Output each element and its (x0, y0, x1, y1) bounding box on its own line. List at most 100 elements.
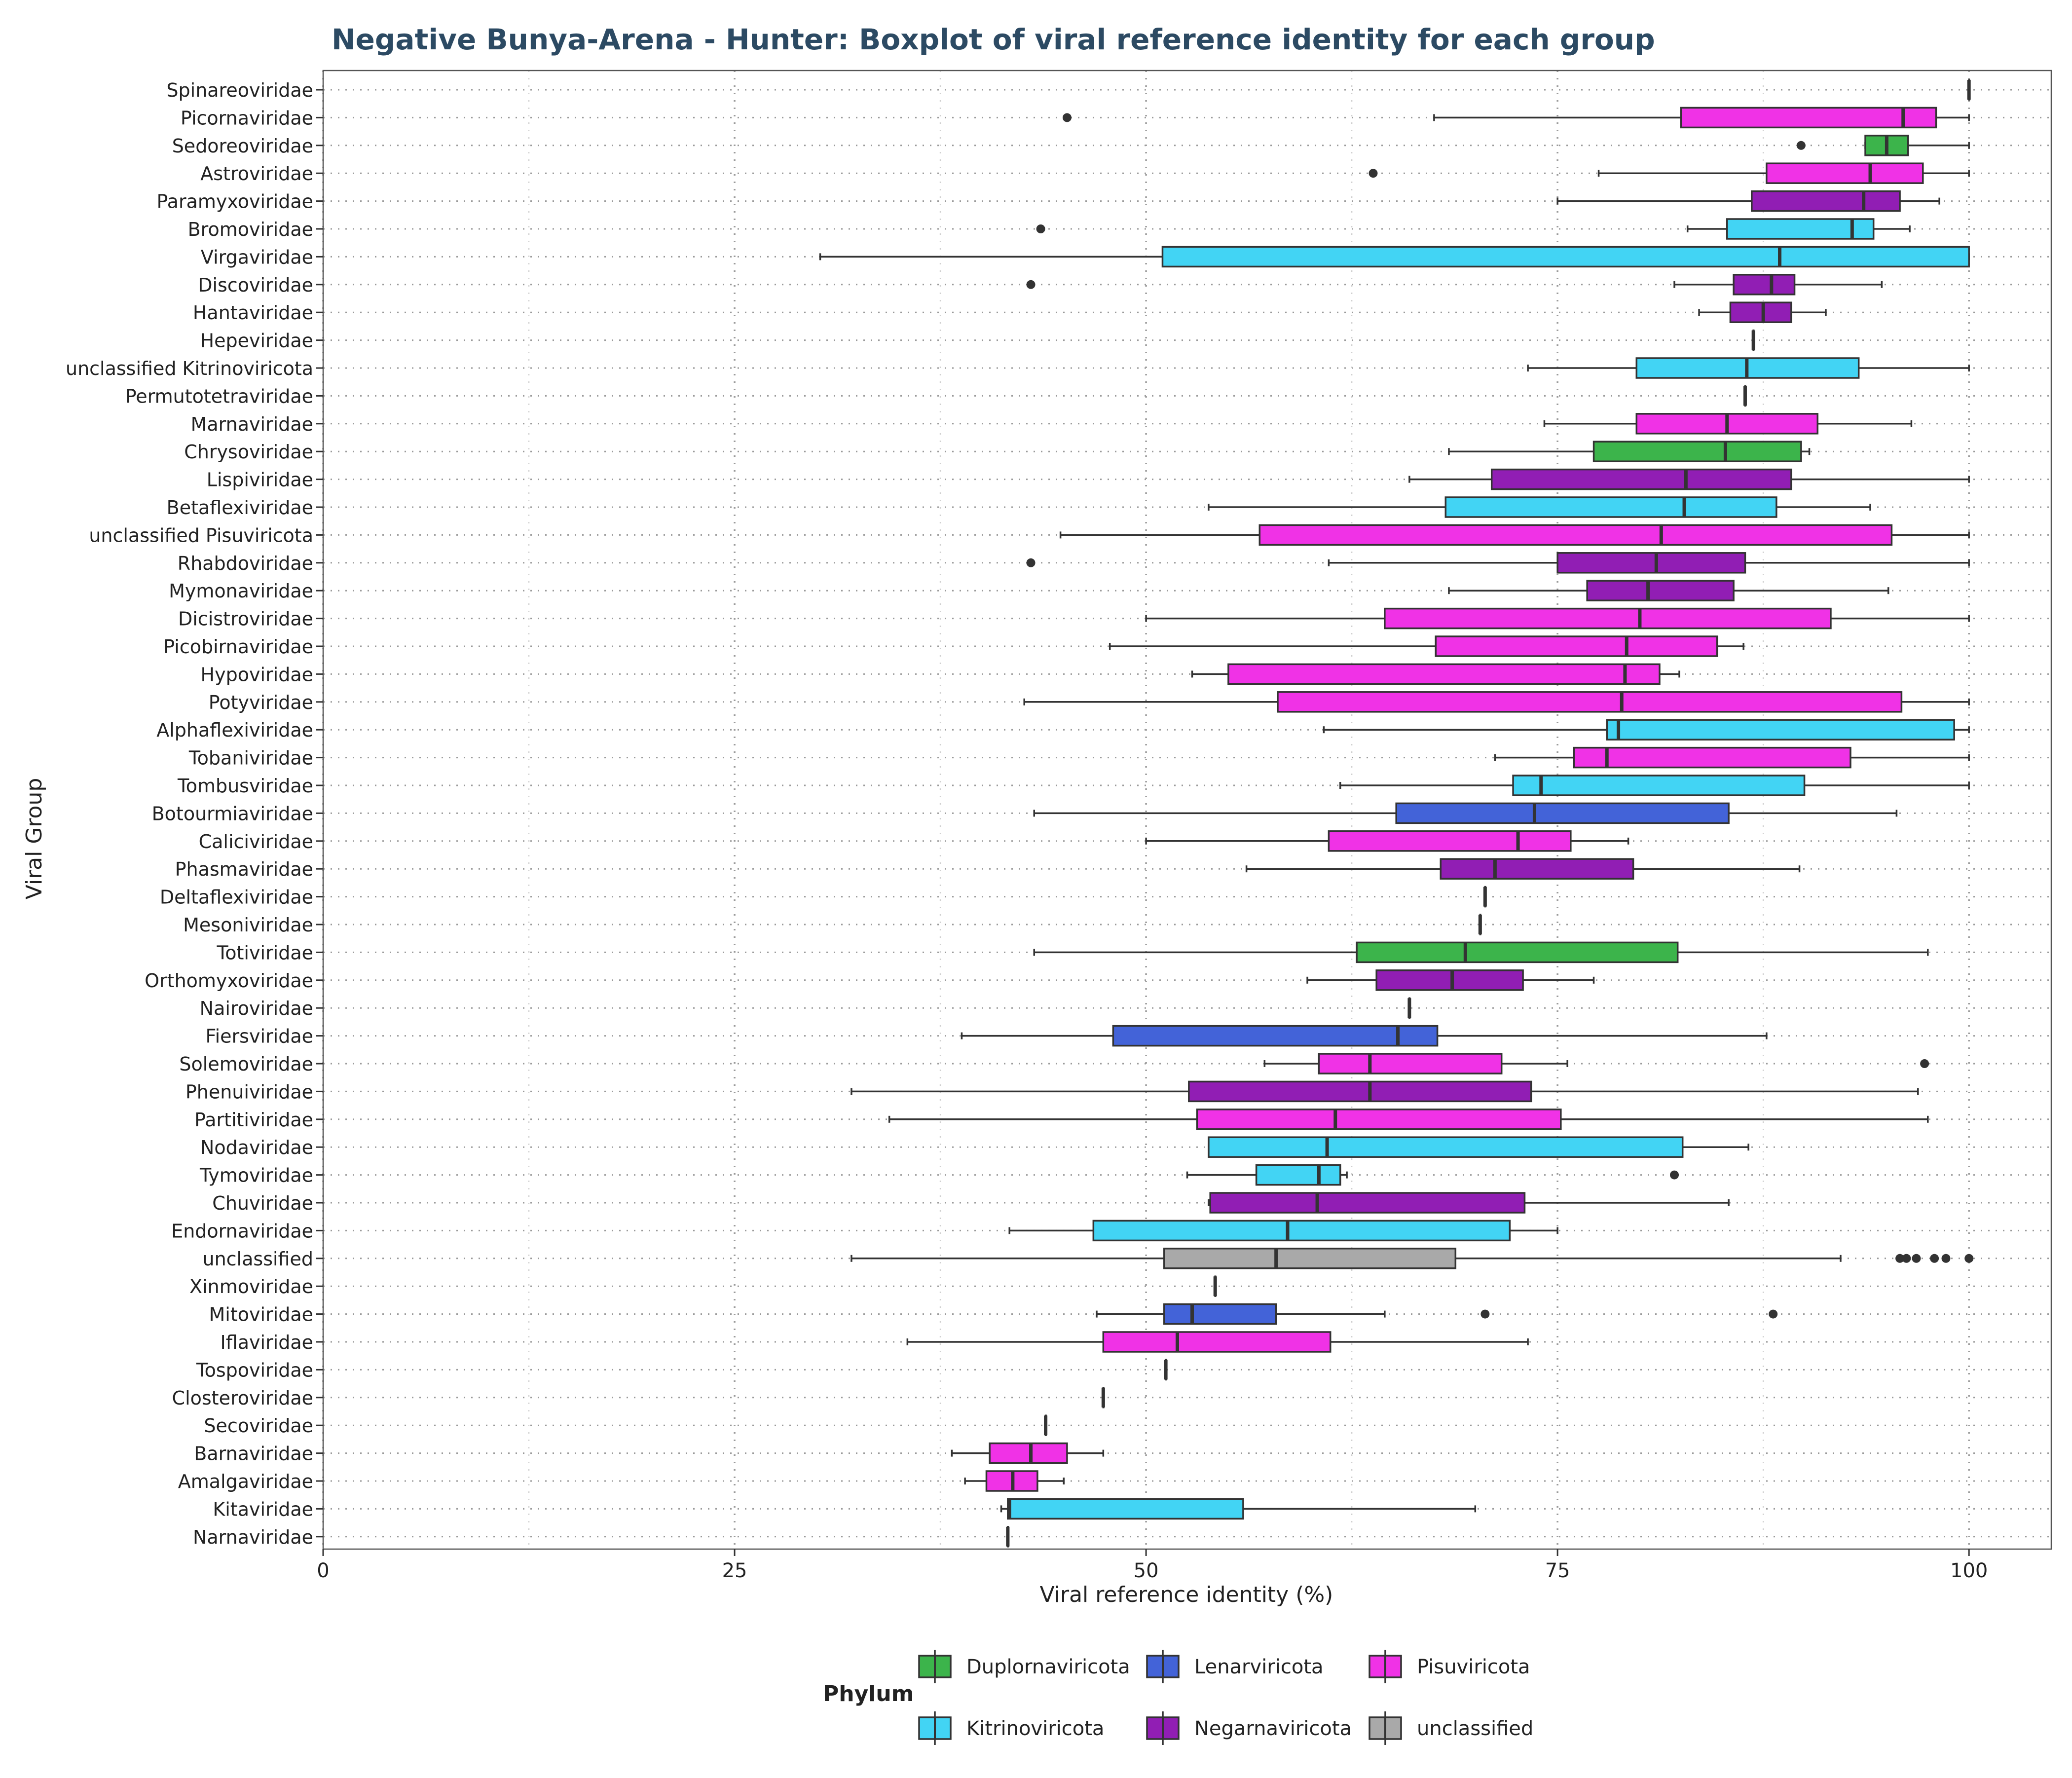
y-tick-label: Hypoviridae (201, 664, 313, 685)
legend-title: Phylum (823, 1681, 914, 1706)
box (1512, 775, 1806, 796)
y-tick-label: Phasmaviridae (175, 858, 313, 880)
y-tick-label: Astroviridae (200, 163, 313, 185)
y-tick-label: Kitaviridae (213, 1498, 313, 1520)
box (1188, 1080, 1532, 1103)
y-tick-label: Orthomyxoviridae (145, 970, 313, 992)
box (1490, 468, 1792, 490)
y-tick-label: Sedoreoviridae (172, 135, 313, 157)
y-axis-label: Viral Group (22, 778, 47, 900)
outlier-point (1941, 1254, 1951, 1263)
outlier-point (1480, 1309, 1490, 1319)
y-tick-label: Chrysoviridae (184, 441, 313, 463)
box (1733, 274, 1796, 296)
legend-item-label: Negarnaviricota (1194, 1717, 1352, 1740)
y-tick-label: unclassified Kitrinoviricota (66, 358, 313, 379)
y-tick-label: Alphaflexiviridae (156, 719, 313, 741)
box (1384, 607, 1832, 630)
y-tick-label: Totiviridae (217, 942, 313, 963)
y-tick-label: Paramyxoviridae (157, 191, 314, 213)
box (1395, 802, 1730, 824)
y-tick-label: Spinareoviridae (166, 79, 313, 101)
outlier-point (1895, 1254, 1905, 1263)
x-tick-label: 50 (1134, 1559, 1159, 1582)
y-tick-label: Phenuiviridae (185, 1081, 313, 1103)
y-tick-label: Partitiviridae (194, 1109, 313, 1131)
y-tick-label: Hantaviridae (193, 302, 313, 324)
y-tick-label: Tymoviridae (199, 1165, 313, 1186)
box (1726, 218, 1875, 240)
y-tick-label: Narnaviridae (193, 1526, 313, 1548)
y-tick-label: Tobaniviridae (188, 747, 313, 769)
y-tick-label: unclassified (203, 1248, 314, 1270)
y-tick-label: Rhabdoviridae (178, 553, 313, 574)
box (1356, 941, 1679, 963)
box (1255, 1164, 1341, 1186)
box (1444, 496, 1777, 518)
box (1606, 719, 1955, 741)
outlier-point (1964, 1254, 1974, 1263)
y-tick-label: Hepeviridae (200, 330, 313, 352)
box (1161, 246, 1970, 268)
y-tick-label: Caliciviridae (199, 831, 313, 852)
legend-item-label: Kitrinoviricota (966, 1717, 1104, 1740)
y-tick-label: Bromoviridae (188, 219, 313, 240)
y-tick-label: Barnaviridae (194, 1443, 313, 1465)
outlier-point (1930, 1254, 1939, 1263)
y-tick-label: Marnaviridae (191, 413, 313, 435)
box (1729, 301, 1792, 323)
y-tick-label: Secoviridae (204, 1415, 313, 1437)
box (1556, 552, 1746, 574)
box (1163, 1303, 1277, 1325)
legend: Phylum Duplornaviricota Lenarviricota Pisu… (823, 1650, 1533, 1745)
box (989, 1442, 1068, 1464)
legend-item-label: Pisuviricota (1417, 1656, 1530, 1678)
y-tick-label: Nodaviridae (200, 1137, 313, 1158)
y-tick-label: Closteroviridae (172, 1387, 313, 1409)
legend-item-label: unclassified (1417, 1717, 1533, 1740)
box (1435, 635, 1718, 657)
y-tick-label: Mitoviridae (209, 1304, 313, 1326)
box (1209, 1192, 1526, 1214)
outlier-point (1369, 169, 1378, 178)
box (1102, 1331, 1332, 1353)
y-tick-label: Picobirnaviridae (163, 636, 313, 658)
y-tick-label: Endornaviridae (171, 1220, 313, 1242)
y-tick-label: Picornaviridae (181, 107, 313, 129)
box (1375, 969, 1524, 991)
y-tick-label: Iflaviridae (221, 1332, 313, 1353)
y-tick-label: Discoviridae (198, 274, 313, 296)
outlier-point (1670, 1170, 1679, 1180)
outlier-point (1796, 141, 1806, 150)
box (1328, 830, 1572, 852)
box (1586, 580, 1735, 601)
outlier-point (1902, 1254, 1911, 1263)
outlier-point (1062, 113, 1072, 122)
outlier-point (1920, 1059, 1929, 1068)
box (1196, 1109, 1562, 1130)
outlier-point (1026, 280, 1036, 289)
y-tick-label: Nairoviridae (200, 998, 313, 1019)
x-tick-label: 0 (317, 1559, 329, 1582)
box (1680, 107, 1937, 129)
y-tick-label: Permutotetraviridae (125, 385, 313, 407)
y-tick-label: Dicistroviridae (178, 608, 313, 630)
y-tick-label: Mesoniviridae (183, 914, 313, 936)
box (1573, 746, 1851, 769)
box (1440, 858, 1634, 880)
box (1208, 1136, 1684, 1158)
x-tick-label: 25 (722, 1559, 747, 1582)
chart-title: Negative Bunya-Arena - Hunter: Boxplot o… (332, 23, 1655, 56)
y-tick-label: Betaflexiviridae (167, 497, 313, 519)
box (1163, 1248, 1457, 1269)
plot-border (322, 70, 2052, 1550)
box (1007, 1498, 1244, 1520)
y-tick-label: Amalgaviridae (178, 1471, 313, 1492)
box (1112, 1025, 1439, 1047)
y-tick-label: Deltaflexiviridae (160, 887, 313, 908)
outlier-point (1769, 1309, 1778, 1319)
box (1092, 1220, 1511, 1242)
y-tick-label: Tospoviridae (196, 1359, 313, 1381)
